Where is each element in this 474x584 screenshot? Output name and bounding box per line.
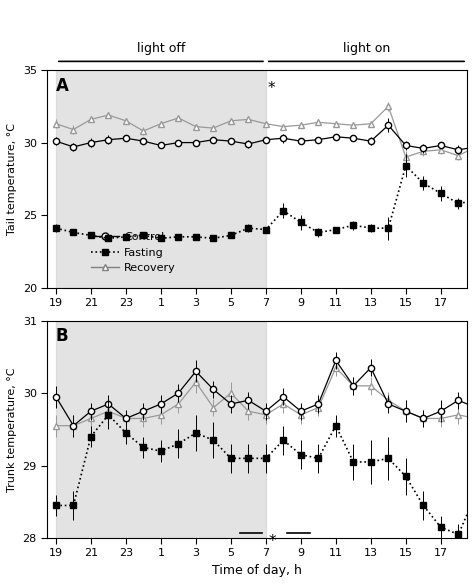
Text: A: A: [55, 77, 68, 95]
Text: light off: light off: [137, 42, 185, 55]
Bar: [56, 70, 266, 287]
Bar: [56, 321, 266, 538]
Legend: Control, Fasting, Recovery: Control, Fasting, Recovery: [86, 228, 180, 277]
Y-axis label: Tail temperature, °C: Tail temperature, °C: [7, 123, 17, 235]
Text: *: *: [268, 534, 276, 550]
Text: *: *: [267, 81, 275, 96]
Text: light on: light on: [343, 42, 390, 55]
Text: B: B: [55, 327, 68, 345]
X-axis label: Time of day, h: Time of day, h: [212, 564, 302, 577]
Y-axis label: Trunk temperature, °C: Trunk temperature, °C: [7, 367, 17, 492]
